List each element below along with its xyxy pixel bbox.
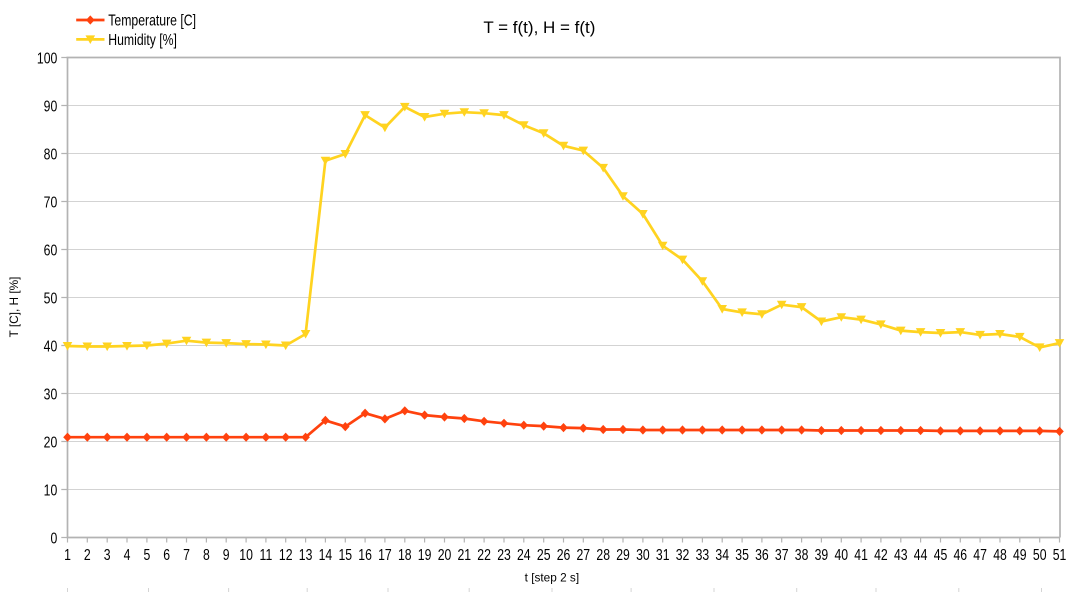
- svg-text:90: 90: [44, 98, 58, 116]
- svg-text:60: 60: [44, 242, 58, 260]
- svg-text:37: 37: [775, 547, 789, 565]
- svg-text:Humidity [%]: Humidity [%]: [108, 32, 177, 50]
- svg-text:22: 22: [477, 547, 491, 565]
- svg-text:50: 50: [1033, 547, 1047, 565]
- svg-text:6: 6: [163, 547, 170, 565]
- svg-text:12: 12: [279, 547, 293, 565]
- svg-text:3: 3: [104, 547, 111, 565]
- svg-text:31: 31: [656, 547, 670, 565]
- svg-text:20: 20: [44, 434, 58, 452]
- svg-text:38: 38: [795, 547, 809, 565]
- svg-text:32: 32: [676, 547, 690, 565]
- svg-text:51: 51: [1053, 547, 1067, 565]
- svg-text:15: 15: [338, 547, 352, 565]
- svg-text:11: 11: [260, 547, 273, 565]
- svg-text:80: 80: [44, 146, 58, 164]
- svg-text:t [step 2 s]: t [step 2 s]: [525, 571, 579, 585]
- svg-text:4: 4: [124, 547, 131, 565]
- svg-text:23: 23: [497, 547, 511, 565]
- svg-text:70: 70: [44, 194, 58, 212]
- svg-text:46: 46: [953, 547, 967, 565]
- svg-text:2: 2: [84, 547, 91, 565]
- svg-text:34: 34: [715, 547, 729, 565]
- svg-text:8: 8: [203, 547, 210, 565]
- svg-text:18: 18: [398, 547, 412, 565]
- svg-text:47: 47: [973, 547, 987, 565]
- svg-text:39: 39: [815, 547, 829, 565]
- svg-text:Temperature [C]: Temperature [C]: [108, 12, 196, 30]
- svg-text:20: 20: [438, 547, 452, 565]
- svg-text:14: 14: [319, 547, 333, 565]
- svg-text:13: 13: [299, 547, 313, 565]
- svg-text:45: 45: [934, 547, 948, 565]
- svg-text:21: 21: [457, 547, 471, 565]
- svg-text:30: 30: [636, 547, 650, 565]
- svg-text:49: 49: [1013, 547, 1027, 565]
- svg-text:28: 28: [596, 547, 610, 565]
- svg-text:1: 1: [64, 547, 71, 565]
- svg-text:44: 44: [914, 547, 928, 565]
- svg-text:10: 10: [44, 482, 58, 500]
- svg-text:7: 7: [183, 547, 190, 565]
- svg-text:35: 35: [735, 547, 749, 565]
- svg-text:29: 29: [616, 547, 630, 565]
- svg-text:33: 33: [696, 547, 710, 565]
- svg-text:41: 41: [854, 547, 868, 565]
- svg-text:100: 100: [37, 50, 57, 68]
- svg-text:40: 40: [44, 338, 58, 356]
- svg-text:42: 42: [874, 547, 888, 565]
- svg-text:27: 27: [576, 547, 590, 565]
- svg-text:30: 30: [44, 386, 58, 404]
- svg-text:19: 19: [418, 547, 432, 565]
- svg-text:40: 40: [834, 547, 848, 565]
- svg-text:17: 17: [378, 547, 392, 565]
- svg-text:16: 16: [358, 547, 372, 565]
- svg-text:9: 9: [223, 547, 230, 565]
- svg-text:T [C], H [%]: T [C], H [%]: [7, 277, 21, 338]
- svg-text:5: 5: [143, 547, 150, 565]
- svg-text:10: 10: [239, 547, 253, 565]
- svg-text:36: 36: [755, 547, 769, 565]
- svg-text:25: 25: [537, 547, 551, 565]
- svg-text:26: 26: [557, 547, 571, 565]
- svg-text:24: 24: [517, 547, 531, 565]
- svg-text:43: 43: [894, 547, 908, 565]
- svg-text:T = f(t), H = f(t): T = f(t), H = f(t): [483, 18, 595, 37]
- svg-text:48: 48: [993, 547, 1007, 565]
- svg-text:50: 50: [44, 290, 58, 308]
- svg-text:0: 0: [50, 530, 57, 548]
